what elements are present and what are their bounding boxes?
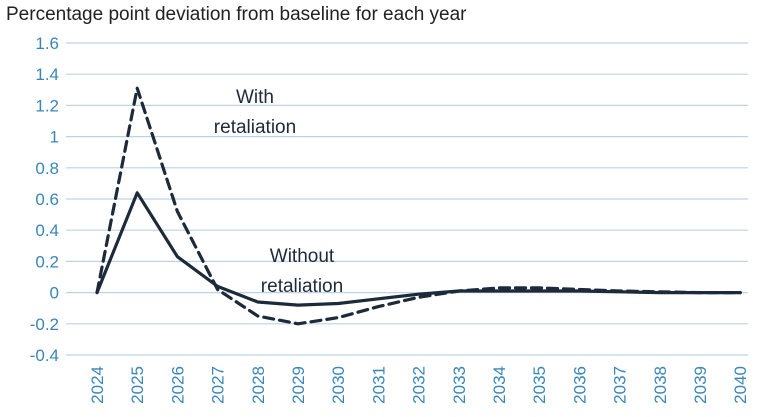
x-tick-label: 2039 — [691, 366, 710, 404]
series-line-without-retaliation — [95, 191, 742, 307]
y-tick-label: 1.6 — [35, 34, 59, 53]
y-tick-label: 0.2 — [35, 252, 59, 271]
x-tick-label: 2040 — [731, 366, 750, 404]
gridlines — [66, 42, 748, 356]
x-tick-label: 2026 — [168, 366, 187, 404]
y-tick-label: 1.2 — [35, 96, 59, 115]
annotation-text: With — [236, 87, 274, 108]
x-tick-label: 2027 — [209, 366, 228, 404]
y-tick-label: 1 — [50, 128, 59, 147]
x-tick-label: 2033 — [450, 366, 469, 404]
chart-title: Percentage point deviation from baseline… — [6, 4, 467, 25]
x-axis-ticks: 2024 2025 2026 2027 2028 2029 2030 2031 2032 2033… — [88, 366, 750, 404]
y-tick-label: 0.4 — [35, 221, 59, 240]
y-tick-label: -0.4 — [30, 346, 59, 365]
series-line-with-retaliation — [95, 86, 742, 326]
x-tick-label: 2032 — [410, 366, 429, 404]
x-tick-label: 2031 — [369, 366, 388, 404]
y-tick-label: 0.8 — [35, 159, 59, 178]
y-tick-label: 1.4 — [35, 65, 59, 84]
x-tick-label: 2034 — [490, 366, 509, 404]
annotation-text: retaliation — [214, 117, 296, 138]
series-lines — [95, 86, 742, 326]
y-tick-label: 0.6 — [35, 190, 59, 209]
x-tick-label: 2029 — [289, 366, 308, 404]
annotations: With retaliation Without retaliation — [214, 87, 343, 297]
x-tick-label: 2036 — [570, 366, 589, 404]
x-tick-label: 2030 — [329, 366, 348, 404]
y-axis-ticks: 1.6 1.4 1.2 1 0.8 0.6 0.4 0.2 0 -0.2 -0.4 — [30, 34, 59, 365]
y-tick-label: 0 — [50, 284, 59, 303]
x-tick-label: 2038 — [651, 366, 670, 404]
annotation-text: retaliation — [261, 276, 343, 297]
x-tick-label: 2037 — [611, 366, 630, 404]
annotation-text: Without — [270, 246, 335, 267]
x-tick-label: 2035 — [530, 366, 549, 404]
x-tick-label: 2025 — [128, 366, 147, 404]
y-tick-label: -0.2 — [30, 315, 59, 334]
x-tick-label: 2024 — [88, 366, 107, 404]
x-tick-label: 2028 — [249, 366, 268, 404]
